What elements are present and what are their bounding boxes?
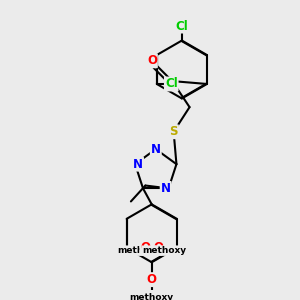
Text: methoxy: methoxy	[130, 292, 174, 300]
Text: N: N	[161, 182, 171, 195]
Text: O: O	[140, 241, 151, 254]
Text: O: O	[153, 241, 163, 254]
Text: Cl: Cl	[176, 20, 188, 33]
Text: S: S	[169, 125, 178, 138]
Text: N: N	[151, 142, 161, 156]
Text: N: N	[133, 158, 143, 171]
Text: Cl: Cl	[165, 77, 178, 91]
Text: O: O	[147, 273, 157, 286]
Text: O: O	[147, 54, 157, 67]
Text: methoxy: methoxy	[117, 246, 161, 255]
Text: methoxy: methoxy	[142, 246, 186, 255]
